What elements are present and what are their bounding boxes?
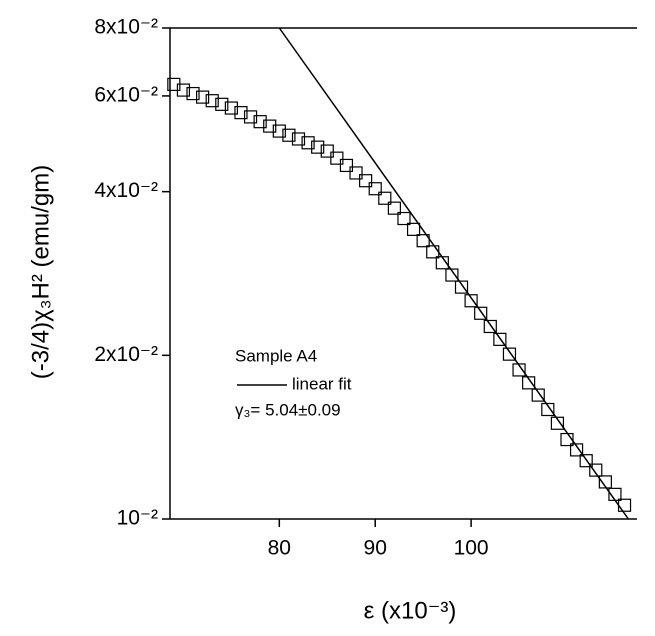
marker [205, 94, 219, 108]
marker [263, 119, 277, 133]
marker [406, 222, 421, 236]
marker [349, 166, 363, 180]
marker [368, 182, 382, 196]
marker [426, 245, 440, 259]
x-tick-label: 80 [268, 537, 291, 560]
marker [176, 83, 191, 97]
marker [464, 294, 478, 308]
marker [291, 132, 306, 146]
marker [387, 201, 401, 215]
marker [378, 191, 392, 205]
marker [330, 151, 344, 165]
marker [454, 280, 469, 294]
marker [474, 306, 488, 320]
fit-line [278, 27, 629, 520]
marker [445, 268, 459, 282]
marker [320, 144, 334, 158]
y-tick-label: 2x10⁻² [94, 343, 158, 366]
y-tick-label: 8x10⁻² [94, 16, 158, 39]
marker [272, 124, 286, 138]
y-tick-label: 4x10⁻² [94, 179, 158, 202]
marker [598, 475, 612, 489]
legend-title: Sample A4 [235, 346, 317, 365]
marker [617, 498, 632, 512]
marker [282, 128, 296, 142]
marker [359, 174, 373, 188]
marker [215, 97, 229, 111]
marker [550, 416, 565, 430]
marker [483, 319, 497, 334]
x-tick-label: 90 [364, 537, 387, 560]
marker [579, 454, 593, 468]
marker [243, 110, 258, 124]
x-axis-title: ε (x10⁻³) [364, 597, 457, 624]
annotation: γ₃= 5.04±0.09 [235, 400, 341, 419]
y-tick-label: 10⁻² [117, 507, 158, 530]
marker [531, 388, 545, 402]
marker [502, 347, 517, 361]
y-axis-title: (-3/4)χ₃H² (emu/gm) [27, 165, 54, 379]
marker [253, 115, 267, 129]
y-tick-label: 6x10⁻² [94, 83, 158, 106]
marker [311, 140, 325, 154]
marker [569, 443, 584, 457]
marker [493, 332, 507, 346]
marker [416, 234, 430, 248]
marker [397, 211, 411, 226]
marker [234, 106, 248, 120]
marker [224, 101, 238, 115]
legend-label: linear fit [292, 374, 352, 393]
marker [589, 463, 603, 477]
marker [301, 136, 315, 150]
marker [186, 86, 200, 101]
marker [522, 376, 536, 390]
marker [541, 402, 555, 417]
x-tick-label: 100 [454, 537, 489, 560]
marker [196, 90, 210, 104]
marker [339, 158, 354, 173]
